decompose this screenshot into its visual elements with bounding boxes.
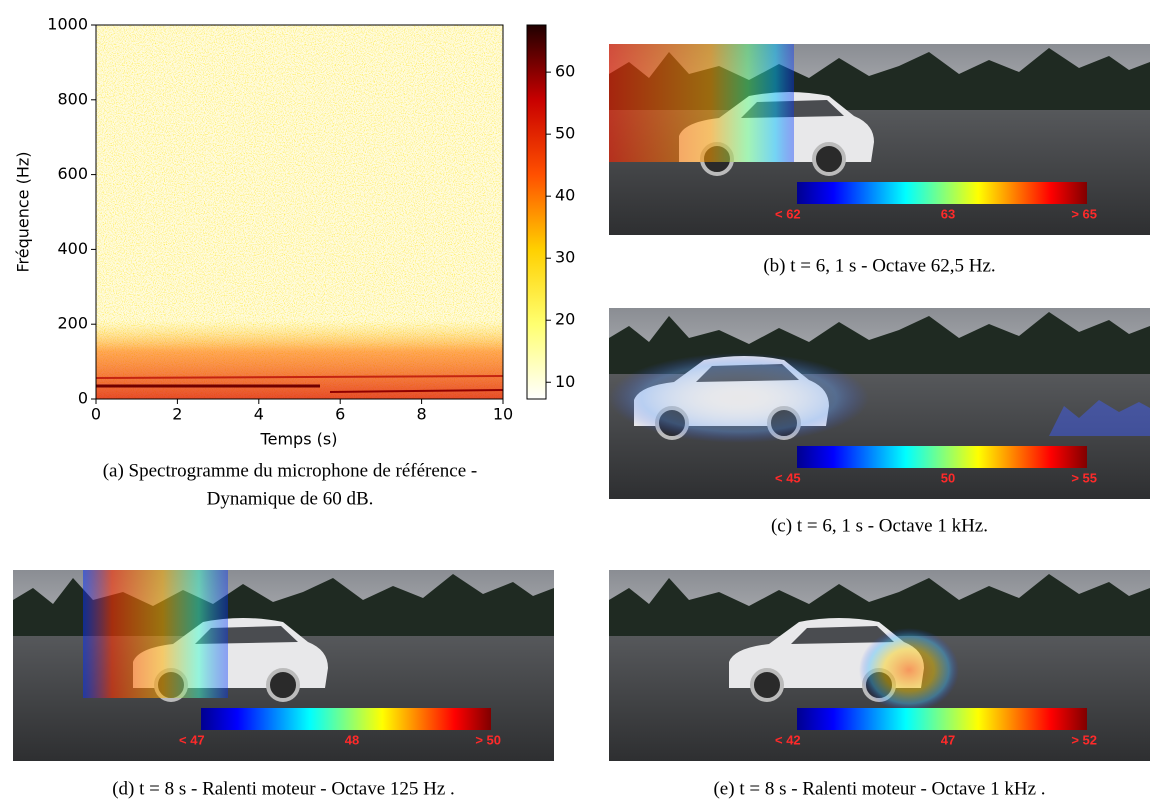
heat-overlay <box>859 628 959 712</box>
tree-line <box>609 574 1150 640</box>
car-wheel <box>812 142 846 176</box>
heat-overlay <box>1049 400 1150 436</box>
y-tick-label: 400 <box>57 239 88 258</box>
harmonic-line <box>95 375 504 379</box>
caption: (a) Spectrogramme du microphone de référ… <box>103 460 478 481</box>
caption: (e) t = 8 s - Ralenti moteur - Octave 1 … <box>713 778 1045 799</box>
scale-bar <box>797 182 1087 204</box>
heat-overlay <box>609 353 869 443</box>
photo: < 62 63 > 65 <box>609 44 1150 235</box>
scale-label: > 65 <box>1071 206 1097 221</box>
car-window <box>791 626 894 644</box>
caption: (c) t = 6, 1 s - Octave 1 kHz. <box>771 515 988 536</box>
y-tick-label: 200 <box>57 314 88 333</box>
x-axis-label: Temps (s) <box>260 430 338 449</box>
colorbar-tick-label: 30 <box>555 248 575 267</box>
y-tick-label: 800 <box>57 89 88 108</box>
x-tick-label: 0 <box>91 405 101 424</box>
photo: < 42 47 > 52 <box>609 570 1150 761</box>
scale-label: 50 <box>941 470 955 485</box>
scale-label: > 55 <box>1071 470 1097 485</box>
y-tick-label: 600 <box>57 164 88 183</box>
scale-bar <box>797 446 1087 468</box>
colorbar-tick-label: 50 <box>555 124 575 143</box>
scale-label: 47 <box>941 732 955 747</box>
heat-overlay <box>609 44 794 162</box>
scale-bar <box>201 708 491 730</box>
scale-label: < 45 <box>775 470 801 485</box>
y-tick-label: 0 <box>78 389 88 408</box>
scale-label: 48 <box>345 732 359 747</box>
x-tick-label: 4 <box>254 405 264 424</box>
harmonic-line <box>329 389 504 393</box>
colorbar <box>526 24 547 400</box>
scale-label: < 62 <box>775 206 801 221</box>
caption: Dynamique de 60 dB. <box>207 488 374 509</box>
scale-label: > 50 <box>475 732 501 747</box>
photo: < 47 48 > 50 <box>13 570 554 761</box>
scale-label: < 42 <box>775 732 801 747</box>
car-wheel <box>750 668 784 702</box>
x-tick-label: 2 <box>172 405 182 424</box>
caption: (d) t = 8 s - Ralenti moteur - Octave 12… <box>112 778 455 799</box>
spectrogram: Temps (s) Fréquence (Hz) (a) Spectrogram… <box>14 15 576 510</box>
x-tick-label: 6 <box>335 405 345 424</box>
plot-frame <box>95 24 504 400</box>
y-axis-label: Fréquence (Hz) <box>14 151 33 272</box>
x-tick-label: 8 <box>417 405 427 424</box>
colorbar-tick-label: 10 <box>555 372 575 391</box>
x-tick-label: 10 <box>493 405 513 424</box>
colorbar-tick-label: 20 <box>555 310 575 329</box>
scale-bar <box>797 708 1087 730</box>
heat-overlay <box>83 570 228 698</box>
colorbar-tick-label: 40 <box>555 186 575 205</box>
caption: (b) t = 6, 1 s - Octave 62,5 Hz. <box>763 255 995 276</box>
scale-label: > 52 <box>1071 732 1097 747</box>
scale-label: 63 <box>941 206 955 221</box>
colorbar-tick-label: 60 <box>555 62 575 81</box>
y-tick-label: 1000 <box>47 15 88 34</box>
car-wheel <box>266 668 300 702</box>
scale-label: < 47 <box>179 732 205 747</box>
photo: < 45 50 > 55 <box>609 308 1150 499</box>
